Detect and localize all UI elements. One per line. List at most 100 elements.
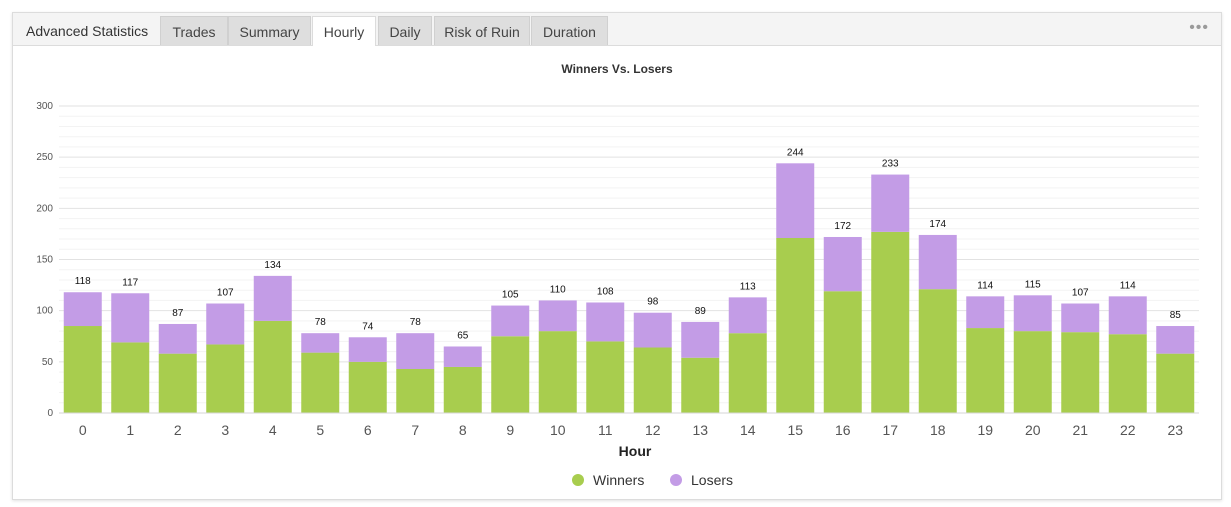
bar-losers-8[interactable] bbox=[443, 346, 482, 367]
bar-winners-17[interactable] bbox=[871, 231, 910, 413]
x-tick-label-2: 2 bbox=[174, 422, 182, 438]
bar-losers-10[interactable] bbox=[538, 300, 577, 332]
x-tick-label-8: 8 bbox=[459, 422, 467, 438]
data-label-1: 117 bbox=[122, 277, 138, 288]
bar-losers-11[interactable] bbox=[586, 302, 625, 342]
x-tick-label-5: 5 bbox=[316, 422, 324, 438]
y-tick-label: 200 bbox=[36, 203, 53, 214]
x-tick-label-15: 15 bbox=[787, 422, 803, 438]
bar-winners-14[interactable] bbox=[728, 333, 767, 413]
x-tick-label-18: 18 bbox=[930, 422, 946, 438]
bar-losers-9[interactable] bbox=[491, 305, 530, 337]
legend-item-losers[interactable]: Losers bbox=[670, 472, 733, 488]
data-label-23: 85 bbox=[1170, 310, 1182, 321]
x-tick-label-10: 10 bbox=[550, 422, 566, 438]
data-label-10: 110 bbox=[550, 284, 566, 295]
bar-losers-19[interactable] bbox=[966, 296, 1005, 329]
bar-winners-20[interactable] bbox=[1013, 331, 1052, 413]
data-label-18: 174 bbox=[929, 219, 946, 230]
tab-risk-of-ruin[interactable]: Risk of Ruin bbox=[434, 16, 530, 45]
chart-title: Winners Vs. Losers bbox=[561, 62, 673, 76]
bar-losers-20[interactable] bbox=[1013, 295, 1052, 332]
bar-winners-5[interactable] bbox=[301, 352, 340, 413]
bar-winners-23[interactable] bbox=[1156, 353, 1195, 413]
bar-winners-6[interactable] bbox=[348, 361, 387, 413]
bar-winners-4[interactable] bbox=[253, 320, 292, 413]
data-label-8: 65 bbox=[457, 330, 469, 341]
bar-winners-11[interactable] bbox=[586, 341, 625, 413]
advanced-statistics-panel: Advanced Statistics Trades Summary Hourl… bbox=[12, 12, 1222, 500]
tab-hourly[interactable]: Hourly bbox=[312, 16, 376, 46]
bar-winners-22[interactable] bbox=[1108, 334, 1147, 413]
data-label-12: 98 bbox=[647, 297, 659, 308]
data-label-15: 244 bbox=[787, 147, 804, 158]
bar-winners-21[interactable] bbox=[1061, 332, 1100, 413]
bar-losers-4[interactable] bbox=[253, 275, 292, 321]
bar-winners-1[interactable] bbox=[111, 342, 150, 413]
bar-losers-3[interactable] bbox=[206, 303, 245, 345]
bar-losers-6[interactable] bbox=[348, 337, 387, 362]
x-tick-label-12: 12 bbox=[645, 422, 661, 438]
bar-losers-0[interactable] bbox=[63, 292, 102, 327]
bar-losers-23[interactable] bbox=[1156, 326, 1195, 354]
bar-losers-13[interactable] bbox=[681, 321, 720, 358]
bar-losers-1[interactable] bbox=[111, 293, 150, 343]
legend-item-winners[interactable]: Winners bbox=[572, 472, 644, 488]
bar-losers-14[interactable] bbox=[728, 297, 767, 334]
y-tick-label: 150 bbox=[36, 255, 53, 266]
bar-losers-16[interactable] bbox=[823, 236, 862, 292]
data-label-5: 78 bbox=[315, 317, 327, 328]
bar-winners-16[interactable] bbox=[823, 291, 862, 413]
x-tick-label-23: 23 bbox=[1167, 422, 1183, 438]
bar-losers-17[interactable] bbox=[871, 174, 910, 232]
bar-losers-7[interactable] bbox=[396, 333, 435, 369]
y-tick-label: 50 bbox=[42, 357, 54, 368]
data-label-2: 87 bbox=[172, 308, 184, 319]
x-tick-label-11: 11 bbox=[598, 422, 613, 438]
bar-winners-12[interactable] bbox=[633, 347, 672, 413]
bar-losers-15[interactable] bbox=[776, 163, 815, 239]
more-horizontal-icon[interactable]: ••• bbox=[1189, 19, 1209, 36]
bar-winners-15[interactable] bbox=[776, 238, 815, 413]
bar-winners-7[interactable] bbox=[396, 368, 435, 413]
bar-losers-21[interactable] bbox=[1061, 303, 1100, 333]
bar-winners-10[interactable] bbox=[538, 331, 577, 413]
x-tick-label-14: 14 bbox=[740, 422, 756, 438]
panel-title: Advanced Statistics bbox=[26, 23, 149, 39]
bar-winners-18[interactable] bbox=[918, 289, 957, 413]
x-tick-label-19: 19 bbox=[977, 422, 993, 438]
bar-winners-0[interactable] bbox=[63, 326, 102, 413]
data-label-0: 118 bbox=[75, 276, 91, 287]
tab-duration[interactable]: Duration bbox=[531, 16, 608, 45]
x-tick-label-9: 9 bbox=[506, 422, 514, 438]
data-label-9: 105 bbox=[502, 290, 519, 301]
data-label-14: 113 bbox=[740, 281, 756, 292]
bar-losers-2[interactable] bbox=[158, 323, 197, 354]
y-tick-label: 100 bbox=[36, 306, 53, 317]
x-tick-label-20: 20 bbox=[1025, 422, 1041, 438]
y-tick-label: 300 bbox=[36, 101, 53, 112]
x-tick-label-3: 3 bbox=[221, 422, 229, 438]
data-label-6: 74 bbox=[362, 321, 374, 332]
bar-winners-2[interactable] bbox=[158, 353, 197, 413]
bar-losers-22[interactable] bbox=[1108, 296, 1147, 335]
bar-winners-13[interactable] bbox=[681, 357, 720, 413]
y-tick-label: 0 bbox=[47, 408, 53, 419]
tab-summary[interactable]: Summary bbox=[228, 16, 311, 45]
data-label-11: 108 bbox=[597, 286, 614, 297]
bar-winners-3[interactable] bbox=[206, 344, 245, 413]
data-label-19: 114 bbox=[977, 280, 993, 291]
bar-losers-18[interactable] bbox=[918, 234, 957, 290]
x-tick-label-22: 22 bbox=[1120, 422, 1136, 438]
legend: Winners Losers bbox=[572, 472, 733, 488]
bar-losers-5[interactable] bbox=[301, 333, 340, 353]
data-label-17: 233 bbox=[882, 159, 899, 170]
bar-winners-19[interactable] bbox=[966, 328, 1005, 413]
bar-winners-8[interactable] bbox=[443, 366, 482, 413]
x-tick-label-4: 4 bbox=[269, 422, 277, 438]
tab-trades[interactable]: Trades bbox=[160, 16, 228, 45]
x-axis-label: Hour bbox=[619, 443, 652, 459]
bar-winners-9[interactable] bbox=[491, 336, 530, 413]
tab-daily[interactable]: Daily bbox=[378, 16, 432, 45]
bar-losers-12[interactable] bbox=[633, 312, 672, 348]
